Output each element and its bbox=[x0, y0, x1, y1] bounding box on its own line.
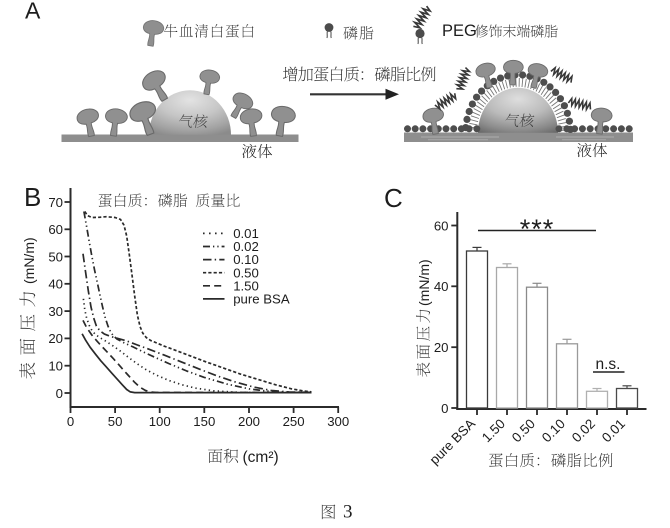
svg-text:10: 10 bbox=[48, 359, 63, 374]
svg-text:40: 40 bbox=[48, 277, 63, 292]
svg-text:20: 20 bbox=[48, 331, 63, 346]
svg-text:0.10: 0.10 bbox=[233, 252, 259, 267]
svg-text:250: 250 bbox=[283, 414, 305, 429]
svg-text:0: 0 bbox=[441, 401, 448, 416]
svg-text:B: B bbox=[24, 182, 41, 212]
svg-text:0.02: 0.02 bbox=[233, 239, 259, 254]
svg-text:60: 60 bbox=[48, 222, 63, 237]
svg-text:30: 30 bbox=[48, 304, 63, 319]
svg-text:50: 50 bbox=[108, 414, 123, 429]
svg-text:0: 0 bbox=[56, 386, 63, 401]
svg-text:70: 70 bbox=[48, 195, 63, 210]
svg-text:300: 300 bbox=[327, 414, 349, 429]
svg-text:3: 3 bbox=[343, 502, 353, 523]
svg-text:0.50: 0.50 bbox=[233, 265, 259, 280]
svg-text:(mN/m): (mN/m) bbox=[21, 237, 37, 284]
svg-text:C: C bbox=[384, 183, 403, 213]
svg-text:40: 40 bbox=[434, 279, 449, 294]
svg-text:200: 200 bbox=[238, 414, 260, 429]
svg-text:60: 60 bbox=[434, 218, 449, 233]
svg-text:50: 50 bbox=[48, 249, 63, 264]
svg-text:150: 150 bbox=[193, 414, 215, 429]
svg-text:A: A bbox=[25, 0, 41, 24]
svg-text:20: 20 bbox=[434, 340, 449, 355]
svg-text:0: 0 bbox=[67, 414, 74, 429]
svg-text:(cm²): (cm²) bbox=[243, 449, 279, 466]
svg-text:pure BSA: pure BSA bbox=[233, 292, 290, 307]
svg-text:PEG: PEG bbox=[442, 22, 477, 40]
svg-text:n.s.: n.s. bbox=[596, 356, 621, 373]
svg-text:100: 100 bbox=[149, 414, 171, 429]
svg-text:***: *** bbox=[520, 214, 555, 244]
svg-text:1.50: 1.50 bbox=[233, 278, 259, 293]
svg-text:(mN/m): (mN/m) bbox=[416, 259, 432, 306]
svg-text:0.01: 0.01 bbox=[233, 226, 259, 241]
